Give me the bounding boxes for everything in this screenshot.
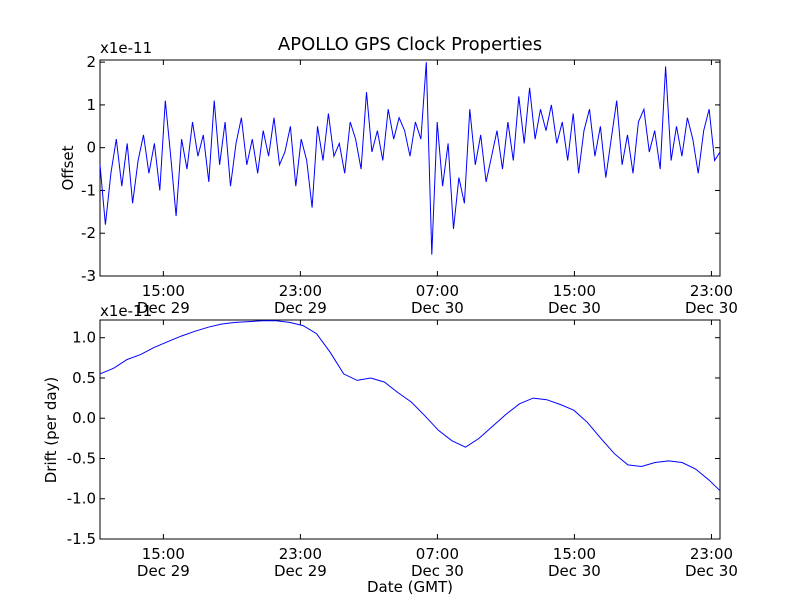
offset-ytick-label: -2	[81, 224, 96, 242]
offset-ytick-label: 2	[86, 53, 96, 71]
drift-ytick-label: -1.5	[67, 530, 96, 548]
drift-xtick-time-label: 15:00	[142, 545, 185, 563]
offset-axes-frame	[99, 59, 721, 277]
drift-ytick-label: 1.0	[72, 329, 96, 347]
offset-ylabel: Offset	[59, 145, 77, 190]
drift-axes-frame	[99, 319, 721, 540]
offset-ytick-label: 1	[86, 96, 96, 114]
offset-xtick-date-label: Dec 30	[685, 299, 738, 317]
offset-ytick-label: -1	[81, 181, 96, 199]
offset-xtick-time-label: 23:00	[690, 282, 733, 300]
drift-ytick-label: -0.5	[67, 449, 96, 467]
drift-xtick-time-label: 23:00	[690, 545, 733, 563]
offset-xtick-date-label: Dec 29	[274, 299, 327, 317]
offset-series-line	[99, 62, 721, 255]
drift-ylabel: Drift (per day)	[42, 377, 60, 484]
drift-ytick-label: -1.0	[67, 490, 96, 508]
offset-xtick-date-label: Dec 30	[548, 299, 601, 317]
drift-xtick-time-label: 23:00	[279, 545, 322, 563]
offset-multiplier-label: x1e-11	[100, 39, 152, 57]
offset-xtick-time-label: 23:00	[279, 282, 322, 300]
drift-series-line	[99, 320, 721, 492]
drift-xtick-time-label: 07:00	[416, 545, 459, 563]
drift-xtick-time-label: 15:00	[553, 545, 596, 563]
drift-xtick-date-label: Dec 29	[274, 562, 327, 580]
drift-xtick-date-label: Dec 29	[137, 562, 190, 580]
offset-xtick-date-label: Dec 30	[411, 299, 464, 317]
drift-ytick-label: 0.0	[72, 409, 96, 427]
drift-xtick-date-label: Dec 30	[548, 562, 601, 580]
offset-xtick-time-label: 07:00	[416, 282, 459, 300]
drift-ytick-label: 0.5	[72, 369, 96, 387]
drift-xtick-date-label: Dec 30	[685, 562, 738, 580]
offset-xtick-time-label: 15:00	[553, 282, 596, 300]
drift-xtick-date-label: Dec 30	[411, 562, 464, 580]
chart-title: APOLLO GPS Clock Properties	[278, 34, 542, 55]
offset-xtick-date-label: Dec 29	[137, 299, 190, 317]
drift-axes: x1e-11 Drift (per day) Date (GMT) -1.5 -1…	[42, 302, 738, 596]
drift-xlabel: Date (GMT)	[367, 578, 453, 596]
offset-xtick-time-label: 15:00	[142, 282, 185, 300]
offset-ytick-label: -3	[81, 267, 96, 285]
drift-multiplier-label: x1e-11	[100, 302, 152, 320]
offset-ytick-label: 0	[86, 139, 96, 157]
